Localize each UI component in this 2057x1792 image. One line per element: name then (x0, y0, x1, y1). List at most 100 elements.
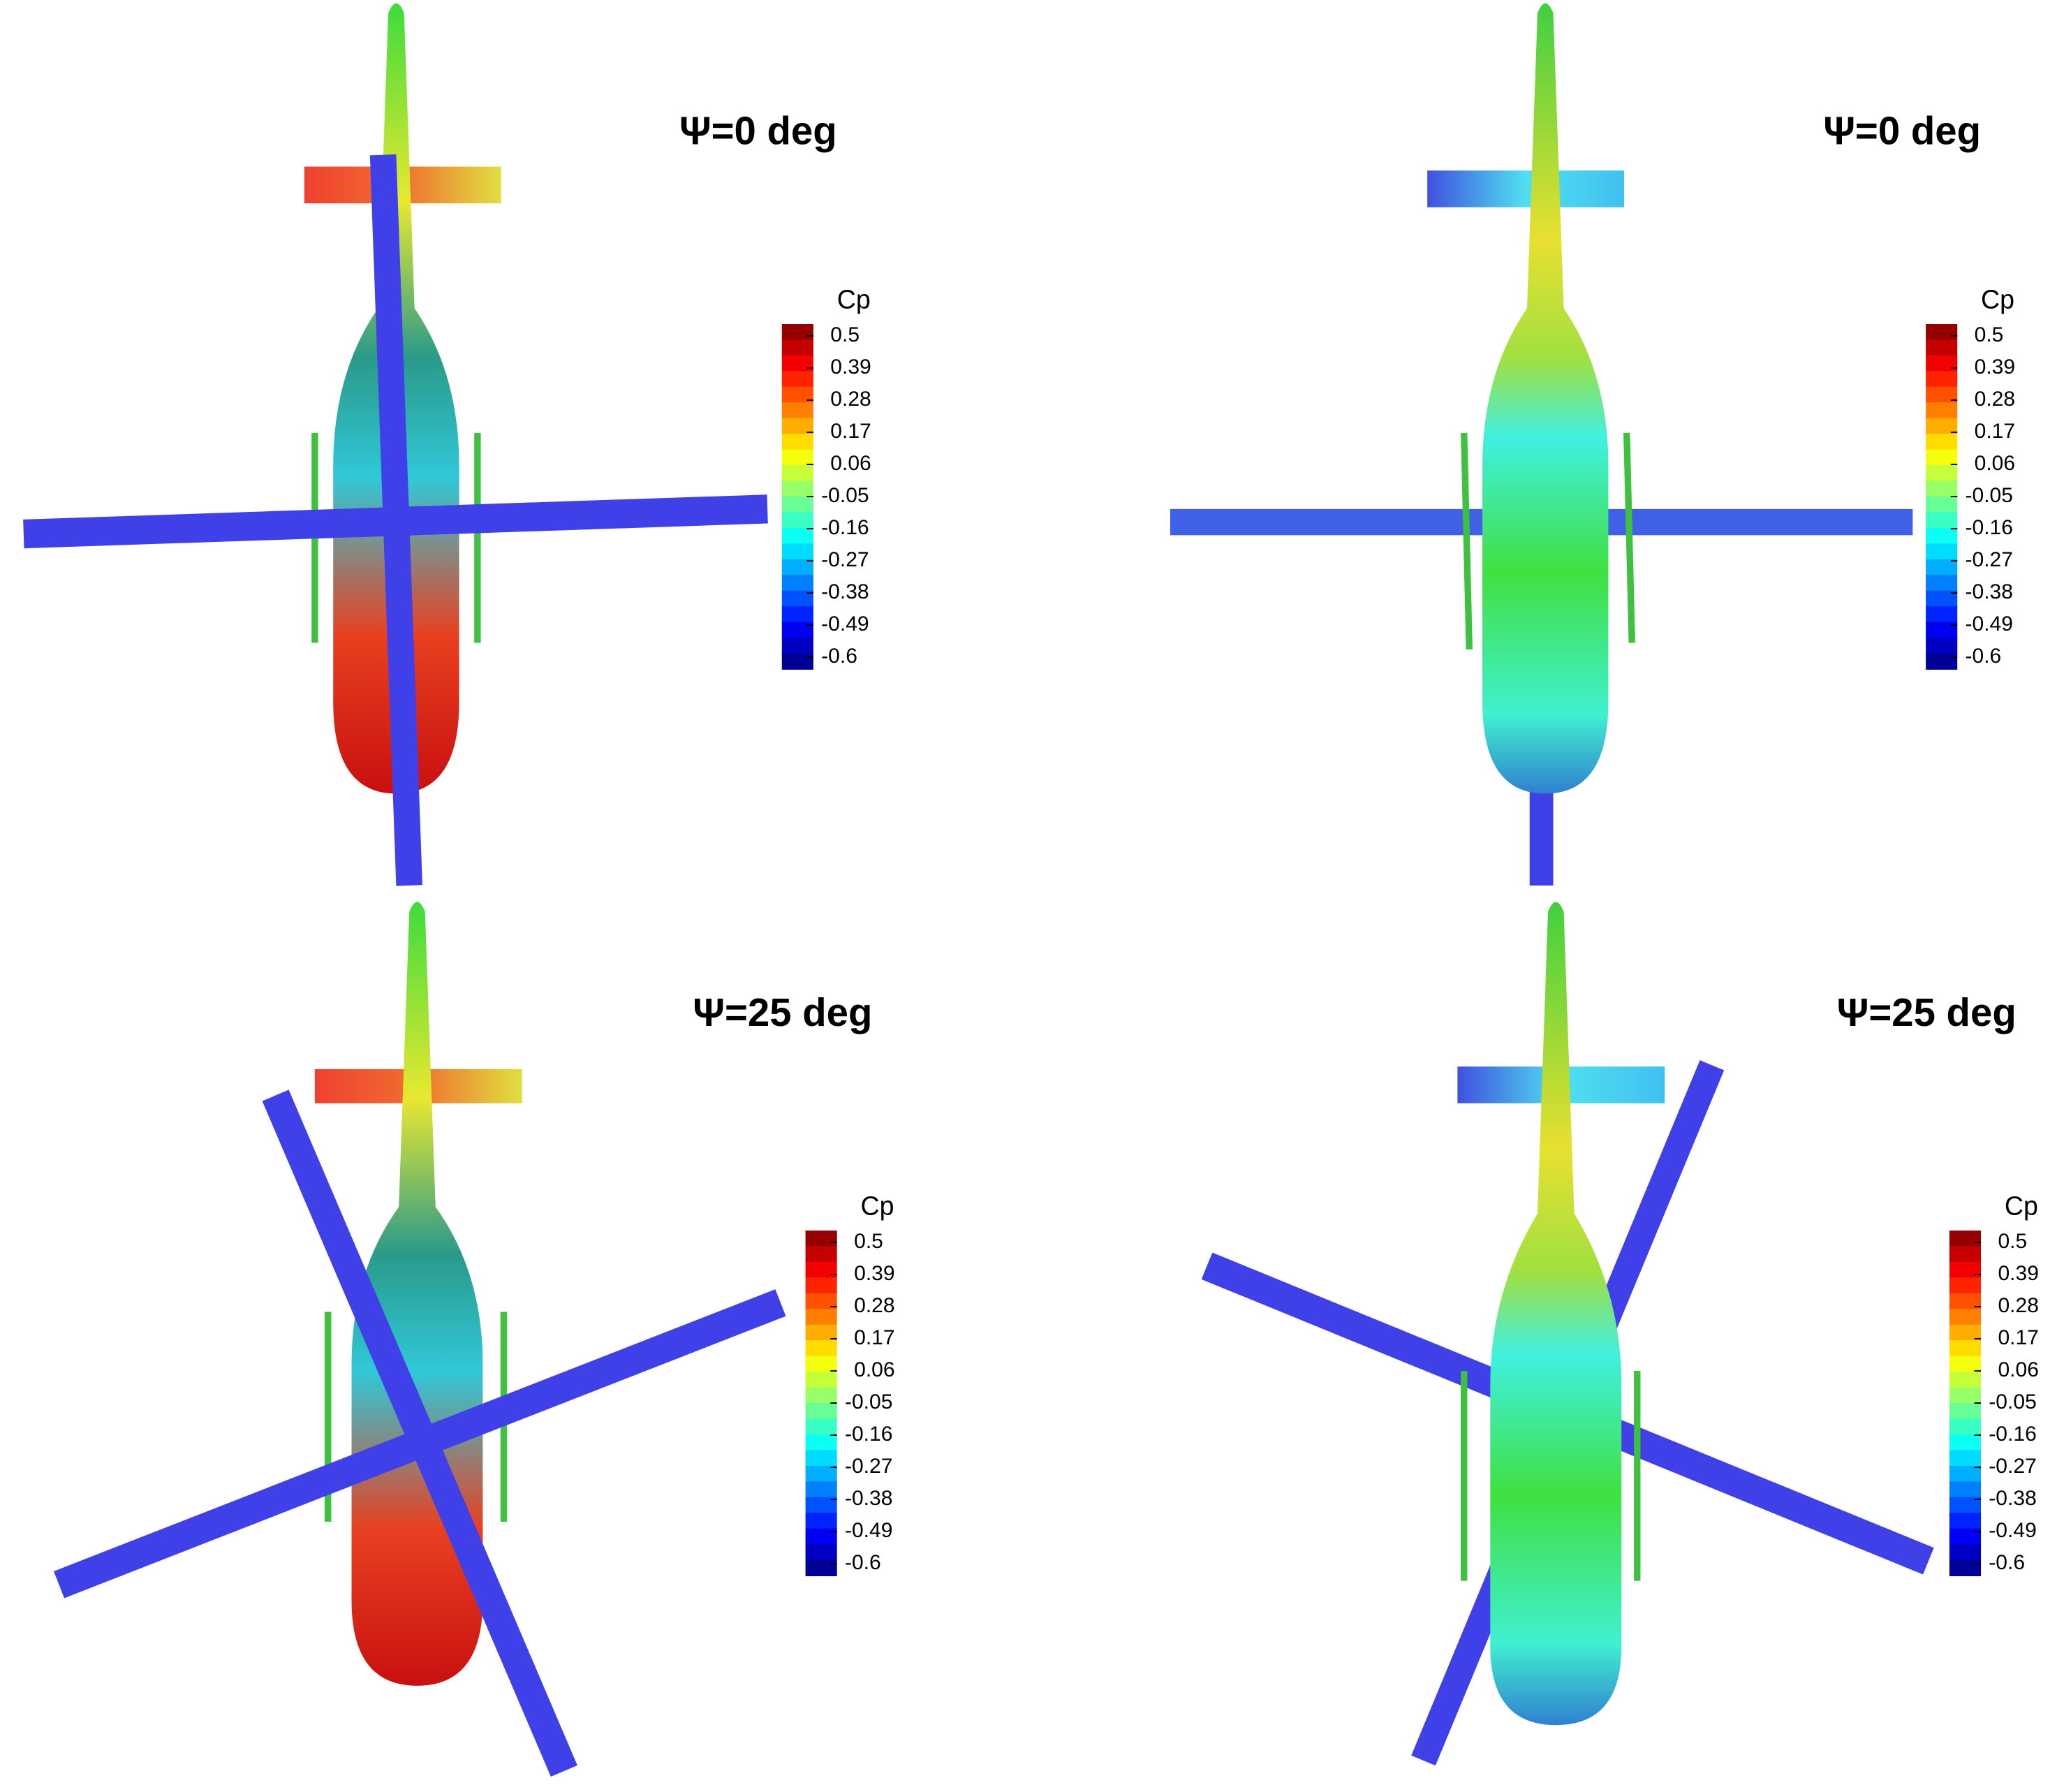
colorbar-band (805, 1465, 837, 1483)
colorbar-tick-label: -0.27 (1965, 548, 2013, 571)
colorbar-tick-label: 0.39 (1975, 355, 2015, 379)
colorbar-band (781, 606, 813, 623)
colorbar-band (805, 1340, 837, 1357)
colorbar-band (805, 1387, 837, 1404)
colorbar-band (805, 1293, 837, 1310)
helicopter (1170, 3, 1913, 886)
colorbar-tick-label: -0.27 (845, 1455, 893, 1478)
colorbar-band (781, 371, 813, 388)
colorbar-band (1949, 1450, 1982, 1467)
colorbar-band (1926, 606, 1958, 623)
colorbar-band (1949, 1246, 1982, 1263)
colorbar-tick-label: -0.16 (1965, 516, 2013, 539)
colorbar-band (1949, 1356, 1982, 1373)
colorbar-band (805, 1356, 837, 1373)
colorbar-band (1926, 323, 1958, 341)
colorbar-band (1949, 1309, 1982, 1325)
colorbar-band (781, 402, 813, 419)
colorbar-band (805, 1434, 837, 1451)
colorbar-band (1949, 1481, 1982, 1498)
colorbar-tick-label: -0.16 (821, 516, 869, 539)
colorbar-tick-label: 0.28 (830, 388, 871, 411)
colorbar-tick-label: -0.38 (821, 580, 869, 603)
colorbar-band (1926, 590, 1958, 608)
panel-title: Ψ=0 deg (679, 109, 837, 153)
colorbar-band (805, 1403, 837, 1420)
colorbar-band (805, 1544, 837, 1561)
colorbar-band (1949, 1559, 1982, 1576)
colorbar-band (1926, 465, 1958, 482)
colorbar-tick-label: 0.06 (1998, 1358, 2038, 1381)
colorbar-tick-label: -0.05 (821, 484, 869, 507)
panel-title: Ψ=25 deg (1837, 990, 2017, 1034)
colorbar-title: Cp (1981, 284, 2014, 314)
colorbar-band (1926, 527, 1958, 545)
colorbar-tick-label: 0.17 (854, 1326, 894, 1349)
colorbar-band (1926, 497, 1958, 513)
colorbar-band (1949, 1403, 1982, 1420)
colorbar-band (1949, 1544, 1982, 1561)
colorbar-tick-label: 0.06 (830, 452, 871, 475)
colorbar-tick-label: -0.38 (845, 1487, 893, 1510)
colorbar-tick-label: 0.28 (1975, 388, 2015, 411)
colorbar-band (805, 1261, 837, 1279)
colorbar-tick-label: 0.06 (1975, 452, 2015, 475)
colorbar-tick-label: 0.17 (830, 420, 871, 443)
colorbar-tick-label: 0.39 (854, 1262, 894, 1285)
colorbar-tick-label: -0.16 (845, 1423, 893, 1446)
colorbar-band (781, 590, 813, 608)
colorbar-band (1926, 512, 1958, 529)
colorbar-band (1926, 480, 1958, 497)
colorbar-band (1926, 575, 1958, 592)
colorbar-band (1926, 638, 1958, 654)
colorbar-band (1949, 1434, 1982, 1451)
colorbar-tick-label: -0.05 (1989, 1390, 2037, 1413)
colorbar-band (1926, 543, 1958, 560)
colorbar-tick-label: -0.6 (1965, 645, 2001, 668)
colorbar-band (1926, 622, 1958, 639)
colorbar-tick-label: -0.49 (821, 612, 869, 636)
colorbar-band (805, 1324, 837, 1342)
helicopter (1201, 902, 1934, 1766)
colorbar-tick-label: -0.6 (845, 1551, 881, 1574)
colorbar-band (805, 1528, 837, 1545)
colorbar-band (805, 1450, 837, 1467)
colorbar-band (781, 418, 813, 435)
colorbar-tick-label: 0.39 (1998, 1262, 2038, 1285)
colorbar-band (1926, 339, 1958, 356)
annotations: Ψ=0 deg Cp 0.5 0.39 0.28 0.17 0.06 -0.05 -0.16 -0… (679, 109, 2039, 1576)
colorbar-band (805, 1418, 837, 1435)
colorbar-band (805, 1372, 837, 1388)
colorbar-title: Cp (837, 284, 871, 314)
colorbar-tick-label: -0.49 (845, 1519, 893, 1542)
colorbar-tick-label: -0.27 (1989, 1455, 2037, 1478)
colorbar-band (781, 465, 813, 482)
colorbar-band (805, 1309, 837, 1325)
colorbar-band (781, 622, 813, 639)
colorbar-band (781, 449, 813, 467)
colorbar-title: Cp (2005, 1191, 2038, 1220)
colorbar-band (781, 323, 813, 341)
colorbar-band (1949, 1293, 1982, 1310)
colorbar-band (781, 434, 813, 450)
colorbar-band (781, 559, 813, 576)
colorbar-tick-label: 0.28 (1998, 1294, 2038, 1317)
colorbar-tick-label: -0.27 (821, 548, 869, 571)
colorbar-band (781, 543, 813, 560)
colorbar-tick-label: -0.6 (821, 645, 857, 668)
colorbar-tick-label: 0.39 (830, 355, 871, 379)
colorbar-tick-label: -0.38 (1989, 1487, 2037, 1510)
colorbar-tick-label: -0.38 (1965, 580, 2013, 603)
colorbar-band (1926, 434, 1958, 450)
colorbar-band (781, 355, 813, 372)
colorbar-band (781, 339, 813, 356)
colorbar-band (781, 480, 813, 497)
colorbar-band (805, 1481, 837, 1498)
colorbar-band (1949, 1513, 1982, 1529)
colorbar-tick-label: 0.5 (830, 323, 860, 346)
colorbar-band (781, 512, 813, 529)
colorbar-tick-label: 0.17 (1975, 420, 2015, 443)
colorbar-band (781, 638, 813, 654)
colorbar-band (1949, 1277, 1982, 1294)
colorbar-band (1926, 371, 1958, 388)
